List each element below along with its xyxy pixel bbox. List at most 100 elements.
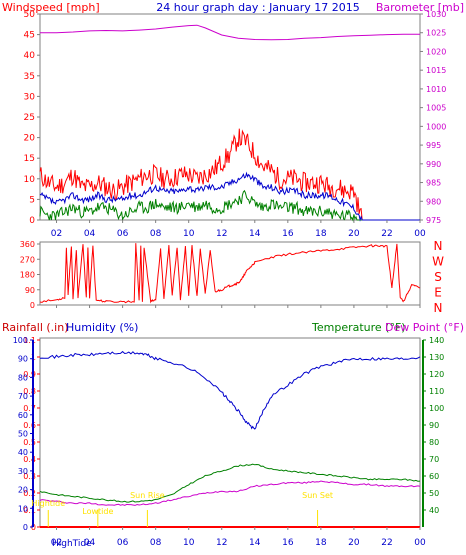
barometer-tick-label: 990 [426,160,441,169]
wind-time-tick-label: 08 [150,229,162,239]
windspeed-tick-label: 10 [24,175,36,185]
humidity-axis-title: Humidity (%) [66,321,138,334]
temperature-tick-label: 40 [429,506,439,515]
barometer-tick-label: 1015 [426,66,446,75]
rainfall-tick-label: 0.9 [23,370,36,379]
barometer-tick-label: 980 [426,197,441,206]
climate-time-tick-label: 22 [381,538,392,548]
barometer-axis-title: Barometer [mb] [376,1,464,14]
barometer-tick-label: 985 [426,179,441,188]
humidity-axis: 0 10 20 30 40 50 60 70 80 90 100 [13,336,34,532]
compass-label: E [434,286,442,300]
rainfall-tick-label: 0.5 [23,438,36,447]
windspeed-tick-label: 20 [24,134,36,144]
compass-label: N [434,239,443,253]
humidity-tick-label: 80 [18,373,28,382]
windspeed-tick-label: 0 [29,216,35,226]
barometer-tick-label: 1000 [426,122,446,131]
direction-time-axis [56,305,421,308]
temperature-tick-label: 140 [429,336,444,345]
climate-time-tick-label: 12 [216,538,227,548]
climate-time-tick-label: 16 [282,538,294,548]
rainfall-tick-label: 0.1 [23,506,36,515]
direction-tick-label: 360 [20,240,35,249]
temperature-tick-label: 80 [429,438,439,447]
humidity-tick-label: 0 [23,523,28,532]
humidity-line [39,350,421,430]
climate-time-tick-label: 04 [84,538,96,548]
wind-time-tick-label: 02 [51,229,62,239]
climate-time-tick-label: 06 [117,538,129,548]
climate-time-tick-label: 14 [249,538,261,548]
wind-time-tick-label: 04 [84,229,96,239]
event-marker-label: Hightide [31,499,65,508]
compass-label: N [434,301,443,315]
wind-time-tick-label: 12 [216,229,227,239]
temperature-tick-label: 70 [429,455,439,464]
direction-axis: 0 90 180 270 360 [20,240,40,310]
temperature-tick-label: 60 [429,472,439,481]
bottom-hightide-label: HighTide [52,539,92,549]
wind-min-line [39,189,420,222]
humidity-tick-label: 10 [18,504,28,513]
wind-time-tick-label: 22 [381,229,392,239]
temperature-tick-label: 120 [429,370,444,379]
direction-tick-label: 270 [20,255,35,264]
windspeed-line [39,171,420,222]
barometer-tick-label: 1030 [426,10,446,19]
wind-time-axis: 02 04 06 08 10 12 14 16 18 20 22 00 [51,220,426,239]
windspeed-tick-label: 5 [29,195,35,205]
wind-time-tick-label: 18 [315,229,327,239]
humidity-tick-label: 40 [18,448,28,457]
barometer-axis: 975 980 985 990 995 1000 1005 1010 1015 1020 1025 1… [420,10,446,225]
wind-time-tick-label: 00 [414,229,426,239]
humidity-tick-label: 100 [13,336,28,345]
temperature-tick-label: 110 [429,387,444,396]
barometer-tick-label: 1010 [426,85,446,94]
wind-time-tick-label: 20 [348,229,360,239]
climate-time-axis: 02 04 06 08 10 12 14 16 18 20 22 00 [51,527,426,548]
barometer-tick-label: 995 [426,141,441,150]
windspeed-tick-label: 25 [24,113,35,123]
temperature-tick-label: 50 [429,489,439,498]
rainfall-tick-label: 0.7 [23,404,36,413]
temperature-tick-label: 130 [429,353,444,362]
temperature-tick-label: 100 [429,404,444,413]
humidity-tick-label: 60 [18,411,28,420]
wind-time-tick-label: 10 [183,229,195,239]
climate-series-layer [39,350,421,528]
direction-tick-label: 0 [30,301,35,310]
windspeed-tick-label: 35 [24,72,35,82]
barometer-tick-label: 1025 [426,29,446,38]
humidity-tick-label: 70 [18,392,28,401]
event-markers: Hightide Lowtide Sun Rise Sun Set [31,491,333,527]
rainfall-tick-label: 0.8 [23,387,36,396]
windspeed-tick-label: 15 [24,154,35,164]
rainfall-tick-label: 0 [31,523,36,532]
windspeed-axis: 0 5 10 15 20 25 30 35 40 45 50 [24,10,40,226]
windspeed-tick-label: 40 [24,51,36,61]
climate-time-tick-label: 18 [315,538,327,548]
humidity-tick-label: 90 [18,355,28,364]
dewpoint-axis-title: Dew Point (°F) [385,321,464,334]
wind-time-tick-label: 06 [117,229,129,239]
temperature-axis-title: Temperature (°F) [311,321,406,334]
temperature-line [39,463,421,503]
compass-label: S [434,270,442,284]
wind-time-tick-label: 16 [282,229,294,239]
rainfall-tick-label: 0.3 [23,472,36,481]
direction-panel-frame [39,241,421,306]
climate-time-tick-label: 10 [183,538,195,548]
event-marker-label: Lowtide [82,507,113,516]
direction-tick-label: 180 [20,271,35,280]
climate-time-tick-label: 00 [414,538,426,548]
climate-time-tick-label: 08 [150,538,162,548]
rainfall-tick-label: 0.2 [23,489,36,498]
windspeed-tick-label: 45 [24,31,35,41]
humidity-tick-label: 50 [18,430,28,439]
wind-gust-line [39,128,420,221]
dewpoint-line [39,480,421,506]
wind-series-layer [39,24,420,222]
temperature-tick-label: 90 [429,421,439,430]
